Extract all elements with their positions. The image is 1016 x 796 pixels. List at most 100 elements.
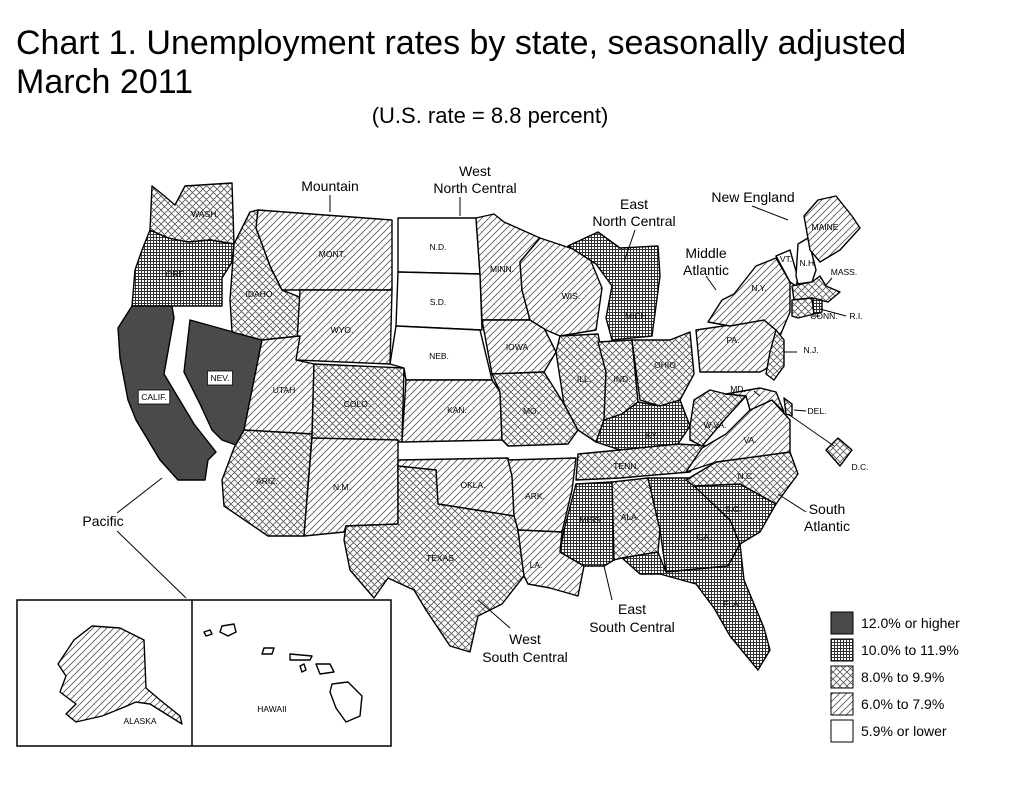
legend-label-c6: 6.0% to 7.9% — [861, 696, 944, 712]
state-label-la: LA. — [530, 560, 543, 570]
region-enc-1: East — [620, 196, 648, 212]
state-label-co: COLO. — [344, 399, 370, 409]
alaska-hawaii-inset: ALASKA HAWAII — [16, 599, 392, 747]
state-label-mo: MO. — [523, 406, 539, 416]
state-me[interactable] — [803, 195, 861, 263]
state-sd[interactable] — [395, 271, 483, 331]
state-mt[interactable] — [255, 209, 393, 291]
legend-label-c12: 12.0% or higher — [861, 615, 960, 631]
chart-title-line2: March 2011 — [16, 63, 194, 101]
state-label-ga: GA. — [697, 532, 712, 542]
state-label-dc: D.C. — [852, 462, 869, 472]
legend-swatch-c8 — [830, 665, 854, 689]
state-label-ca: CALIF. — [141, 392, 167, 402]
state-md[interactable] — [725, 387, 785, 413]
state-or[interactable] — [131, 229, 235, 307]
region-new-england: New England — [711, 189, 794, 205]
region-ma-2: Atlantic — [683, 262, 729, 278]
state-label-fl: FLA. — [723, 599, 741, 609]
chart-title-line1: Chart 1. Unemployment rates by state, se… — [16, 24, 907, 62]
chart-title: Chart 1. Unemployment rates by state, se… — [16, 24, 906, 102]
state-label-ar: ARK. — [525, 491, 545, 501]
chart-subtitle: (U.S. rate = 8.8 percent) — [371, 103, 609, 128]
state-label-il: ILL. — [577, 374, 591, 384]
region-wsc-1: West — [509, 631, 541, 647]
region-esc-1: East — [618, 601, 646, 617]
state-label-wv: W.VA. — [704, 420, 727, 430]
state-oh[interactable] — [631, 331, 695, 407]
state-label-al: ALA. — [621, 512, 639, 522]
state-label-wi: WIS. — [562, 291, 580, 301]
leader-lines — [116, 195, 847, 629]
states-layer — [117, 182, 861, 671]
legend-swatch-c12 — [830, 611, 854, 635]
state-tn[interactable] — [575, 443, 711, 481]
state-label-box-nv — [207, 370, 233, 386]
state-label-tx: TEXAS — [426, 553, 454, 563]
state-label-hi: HAWAII — [257, 704, 287, 714]
state-label-or: ORE. — [166, 269, 187, 279]
state-wi[interactable] — [519, 237, 603, 337]
state-label-ne: NEB. — [429, 351, 449, 361]
legend-swatch-c6 — [830, 692, 854, 716]
legend-swatch-c5 — [830, 719, 854, 743]
state-label-vt: VT. — [780, 254, 792, 264]
state-nj[interactable] — [765, 329, 785, 381]
state-label-wa: WASH. — [191, 209, 219, 219]
state-label-ct: CONN. — [810, 311, 837, 321]
state-ny[interactable] — [707, 257, 791, 337]
state-label-ks: KAN. — [447, 405, 467, 415]
region-wnc-1: West — [459, 163, 491, 179]
state-label-de: DEL. — [808, 406, 827, 416]
region-sa-1: South — [809, 501, 846, 517]
region-esc-2: South Central — [589, 619, 675, 635]
state-de[interactable] — [783, 397, 793, 417]
state-label-mi: MICH. — [625, 311, 649, 321]
state-label-nh: N.H. — [800, 258, 817, 268]
state-label-sd: S.D. — [430, 297, 447, 307]
state-label-mt: MONT. — [319, 249, 345, 259]
state-ak[interactable] — [57, 625, 183, 725]
state-label-oh: OHIO — [654, 360, 676, 370]
region-labels-layer: Mountain West North Central East North C… — [82, 163, 850, 665]
state-ri[interactable] — [811, 297, 823, 315]
state-label-ky: KY. — [646, 430, 659, 440]
state-label-pa: PA. — [726, 335, 739, 345]
state-nm[interactable] — [303, 437, 399, 537]
state-label-in: IND. — [614, 374, 631, 384]
region-ma-1: Middle — [685, 245, 726, 261]
state-label-id: IDAHO — [246, 289, 273, 299]
state-label-ut: UTAH — [273, 385, 296, 395]
state-ct[interactable] — [791, 297, 815, 319]
legend-label-c8: 8.0% to 9.9% — [861, 669, 944, 685]
state-label-ok: OKLA. — [460, 480, 485, 490]
state-label-mn: MINN. — [490, 264, 514, 274]
state-label-sc: S.C. — [725, 504, 742, 514]
region-pacific: Pacific — [82, 513, 123, 529]
state-label-me: MAINE — [812, 222, 839, 232]
state-la[interactable] — [517, 529, 585, 597]
state-label-ak: ALASKA — [123, 716, 156, 726]
state-label-wy: WYO. — [331, 325, 354, 335]
state-label-nm: N.M. — [333, 482, 351, 492]
state-fl[interactable] — [621, 543, 771, 671]
state-label-box-ca — [137, 389, 171, 405]
state-label-ny: N.Y. — [751, 283, 766, 293]
state-mi[interactable] — [567, 231, 661, 341]
state-mo[interactable] — [491, 371, 579, 447]
state-dc[interactable] — [825, 437, 853, 467]
legend-label-c5: 5.9% or lower — [861, 723, 947, 739]
region-wnc-2: North Central — [433, 180, 516, 196]
region-enc-2: North Central — [592, 213, 675, 229]
region-sa-2: Atlantic — [804, 518, 850, 534]
legend: 12.0% or higher 10.0% to 11.9% 8.0% to 9.9… — [830, 611, 960, 743]
state-label-ri: R.I. — [849, 311, 862, 321]
state-labels-layer: WASH. ORE. CALIF. NEV. IDAHO MONT. WYO. … — [137, 209, 869, 609]
state-tx[interactable] — [343, 465, 525, 653]
state-label-nj: N.J. — [803, 345, 818, 355]
state-label-nd: N.D. — [430, 242, 447, 252]
state-label-ia: IOWA — [506, 342, 529, 352]
state-hi[interactable] — [203, 623, 363, 723]
region-wsc-2: South Central — [482, 649, 568, 665]
